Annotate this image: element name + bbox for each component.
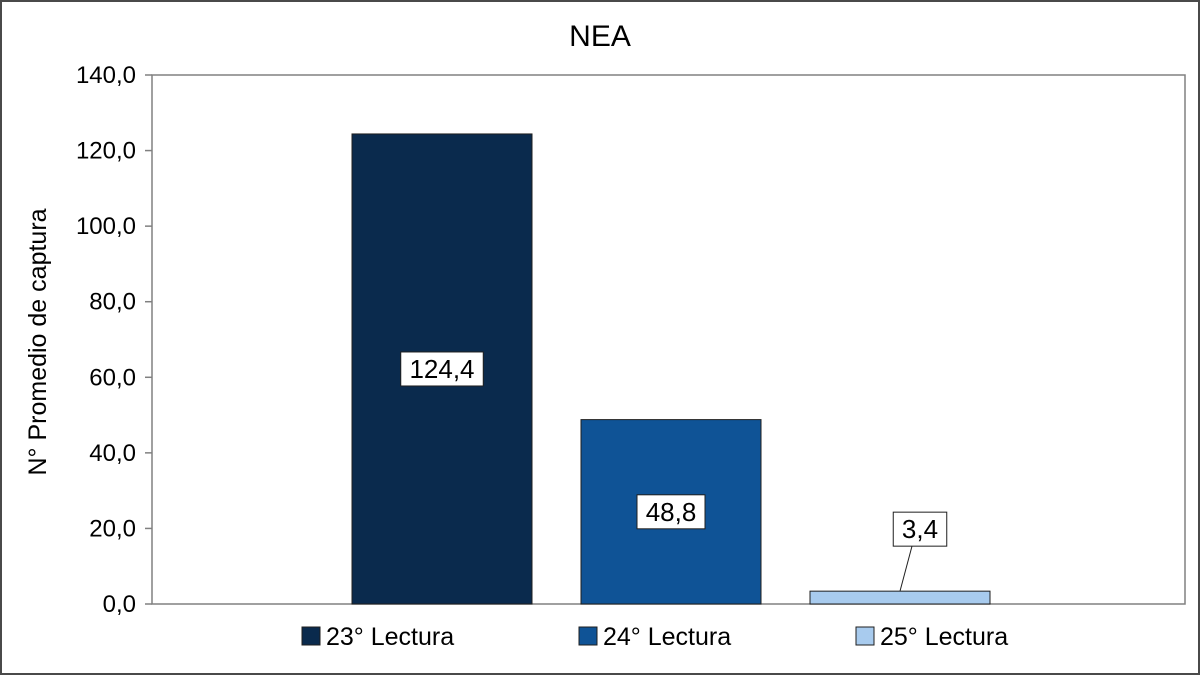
data-label-box — [400, 351, 484, 387]
legend-label: 24° Lectura — [603, 623, 731, 651]
data-label-leader — [899, 546, 913, 592]
y-tick-label: 60,0 — [89, 364, 136, 391]
y-tick-label: 120,0 — [76, 138, 136, 165]
legend-swatch — [578, 626, 598, 646]
data-label: 124,4 — [409, 354, 474, 384]
chart-title: NEA — [569, 20, 631, 53]
legend: 23° Lectura 24° Lectura 25° Lectura — [301, 623, 1008, 651]
data-label-box — [636, 494, 706, 530]
legend-swatch — [301, 626, 321, 646]
plot-area: 0,0 20,0 40,0 60,0 80,0 100,0 120,0 140,0 124,4 4… — [76, 62, 1186, 618]
data-label: 3,4 — [902, 514, 938, 544]
y-tick-label: 40,0 — [89, 440, 136, 467]
y-tick-label: 100,0 — [76, 213, 136, 240]
legend-label: 23° Lectura — [326, 623, 454, 651]
data-label-box — [892, 511, 948, 547]
legend-swatch — [855, 626, 875, 646]
legend-label: 25° Lectura — [880, 623, 1008, 651]
bar — [809, 590, 991, 605]
y-tick-label: 140,0 — [76, 62, 136, 89]
y-tick-label: 80,0 — [89, 289, 136, 316]
y-tick-label: 0,0 — [103, 591, 136, 618]
data-label: 48,8 — [646, 497, 697, 527]
y-tick-label: 20,0 — [89, 515, 136, 542]
y-axis-label: N° Promedio de captura — [24, 208, 52, 475]
